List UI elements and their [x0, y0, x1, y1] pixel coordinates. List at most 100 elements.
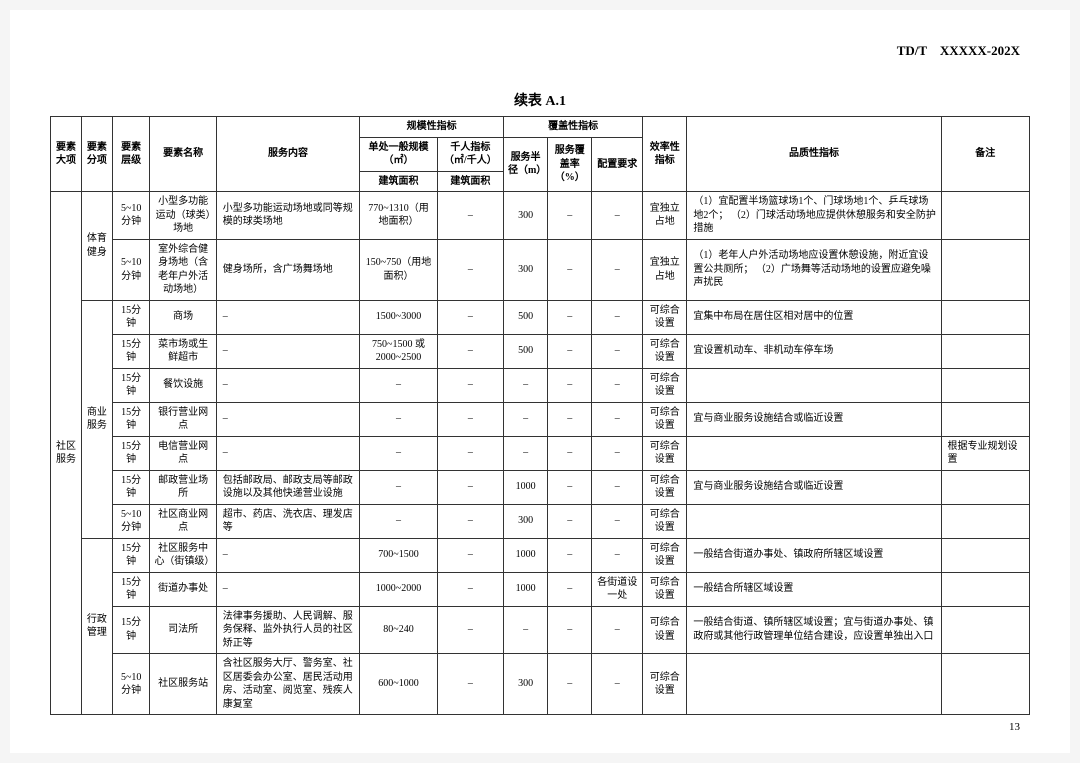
cell-name: 商场: [150, 300, 216, 334]
cell-cfg: –: [592, 334, 643, 368]
cell-qual: 一般结合所辖区域设置: [687, 572, 941, 606]
cell-svc: 法律事务援助、人民调解、服务保释、监外执行人员的社区矫正等: [216, 606, 360, 654]
cell-cfg: –: [592, 192, 643, 240]
cell-sub: 体育健身: [81, 192, 112, 301]
cell-cov: –: [548, 538, 592, 572]
cell-qual: 一般结合街道办事处、镇政府所辖区域设置: [687, 538, 941, 572]
cell-cov: –: [548, 368, 592, 402]
cell-lvl: 15分钟: [112, 334, 150, 368]
cell-name: 小型多功能运动（球类）场地: [150, 192, 216, 240]
cell-cfg: –: [592, 538, 643, 572]
table-row: 5~10分钟室外综合健身场地（含老年户外活动场地）健身场所，含广场舞场地150~…: [51, 239, 1030, 300]
cell-eff: 可综合设置: [643, 402, 687, 436]
cell-cov: –: [548, 606, 592, 654]
cell-rad: –: [503, 402, 547, 436]
cell-lvl: 15分钟: [112, 538, 150, 572]
cell-scale: –: [360, 504, 437, 538]
page: TD/T XXXXX-202X 续表 A.1 要素大项 要素分项 要素层级 要素…: [10, 10, 1070, 753]
cell-note: [941, 470, 1029, 504]
cell-lvl: 15分钟: [112, 606, 150, 654]
cell-scale: 750~1500 或 2000~2500: [360, 334, 437, 368]
table-row: 5~10分钟社区服务站含社区服务大厅、警务室、社区居委会办公室、居民活动用房、活…: [51, 654, 1030, 715]
cell-eff: 可综合设置: [643, 334, 687, 368]
cell-note: [941, 572, 1029, 606]
cell-qual: 宜与商业服务设施结合或临近设置: [687, 470, 941, 504]
cell-svc: –: [216, 334, 360, 368]
cell-per: –: [437, 368, 503, 402]
cell-cov: –: [548, 239, 592, 300]
th-sub: 要素分项: [81, 117, 112, 192]
cell-lvl: 15分钟: [112, 402, 150, 436]
cell-eff: 宜独立占地: [643, 192, 687, 240]
cell-lvl: 15分钟: [112, 572, 150, 606]
cell-sub: 行政管理: [81, 538, 112, 715]
cell-scale: 700~1500: [360, 538, 437, 572]
cell-note: [941, 606, 1029, 654]
cell-lvl: 15分钟: [112, 436, 150, 470]
th-qual: 品质性指标: [687, 117, 941, 192]
cell-sub: 商业服务: [81, 300, 112, 538]
cell-per: –: [437, 572, 503, 606]
cell-rad: –: [503, 436, 547, 470]
cell-scale: –: [360, 436, 437, 470]
table-head: 要素大项 要素分项 要素层级 要素名称 服务内容 规模性指标 覆盖性指标 效率性…: [51, 117, 1030, 192]
cell-eff: 可综合设置: [643, 538, 687, 572]
cell-cov: –: [548, 470, 592, 504]
cell-note: [941, 504, 1029, 538]
cell-name: 社区服务中心（街镇级）: [150, 538, 216, 572]
cell-cov: –: [548, 504, 592, 538]
cell-scale: –: [360, 368, 437, 402]
cell-rad: 300: [503, 239, 547, 300]
cell-qual: 宜设置机动车、非机动车停车场: [687, 334, 941, 368]
cell-per: –: [437, 470, 503, 504]
cell-scale: 80~240: [360, 606, 437, 654]
cell-qual: 一般结合街道、镇所辖区域设置；宜与街道办事处、镇政府或其他行政管理单位结合建设，…: [687, 606, 941, 654]
cell-svc: –: [216, 436, 360, 470]
cell-cov: –: [548, 192, 592, 240]
table-row: 社区服务体育健身5~10分钟小型多功能运动（球类）场地小型多功能运动场地或同等规…: [51, 192, 1030, 240]
cell-rad: 300: [503, 654, 547, 715]
th-major: 要素大项: [51, 117, 82, 192]
cell-lvl: 5~10分钟: [112, 192, 150, 240]
cell-lvl: 15分钟: [112, 470, 150, 504]
cell-name: 室外综合健身场地（含老年户外活动场地）: [150, 239, 216, 300]
th-cover: 服务覆盖率（%）: [548, 137, 592, 192]
cell-scale: 1000~2000: [360, 572, 437, 606]
cell-svc: 小型多功能运动场地或同等规模的球类场地: [216, 192, 360, 240]
table-row: 行政管理15分钟社区服务中心（街镇级）–700~1500–1000––可综合设置…: [51, 538, 1030, 572]
cell-name: 社区服务站: [150, 654, 216, 715]
cell-eff: 可综合设置: [643, 504, 687, 538]
cell-rad: 1000: [503, 470, 547, 504]
cell-svc: 含社区服务大厅、警务室、社区居委会办公室、居民活动用房、活动室、阅览室、残疾人康…: [216, 654, 360, 715]
cell-scale: 1500~3000: [360, 300, 437, 334]
cell-name: 社区商业网点: [150, 504, 216, 538]
th-eff: 效率性指标: [643, 117, 687, 192]
cell-rad: 1000: [503, 572, 547, 606]
cell-rad: 500: [503, 300, 547, 334]
table-row: 5~10分钟社区商业网点超市、药店、洗衣店、理发店等––300––可综合设置: [51, 504, 1030, 538]
table-row: 15分钟菜市场或生鲜超市–750~1500 或 2000~2500–500––可…: [51, 334, 1030, 368]
cell-scale: –: [360, 470, 437, 504]
cell-qual: 宜与商业服务设施结合或临近设置: [687, 402, 941, 436]
cell-rad: 300: [503, 192, 547, 240]
cell-cov: –: [548, 572, 592, 606]
cell-per: –: [437, 192, 503, 240]
th-note: 备注: [941, 117, 1029, 192]
cell-eff: 可综合设置: [643, 654, 687, 715]
cell-rad: 300: [503, 504, 547, 538]
cell-note: [941, 538, 1029, 572]
th-cfg: 配置要求: [592, 137, 643, 192]
cell-svc: –: [216, 402, 360, 436]
th-name: 要素名称: [150, 117, 216, 192]
cell-qual: （1）老年人户外活动场地应设置休憩设施，附近宜设置公共厕所； （2）广场舞等活动…: [687, 239, 941, 300]
cell-qual: [687, 368, 941, 402]
doc-id: TD/T XXXXX-202X: [897, 40, 1020, 59]
cell-cfg: –: [592, 654, 643, 715]
cell-rad: –: [503, 368, 547, 402]
cell-svc: –: [216, 538, 360, 572]
cell-name: 司法所: [150, 606, 216, 654]
th-scale-group: 规模性指标: [360, 117, 504, 138]
table-row: 15分钟餐饮设施––––––可综合设置: [51, 368, 1030, 402]
cell-lvl: 5~10分钟: [112, 504, 150, 538]
th-radius: 服务半径（m）: [503, 137, 547, 192]
